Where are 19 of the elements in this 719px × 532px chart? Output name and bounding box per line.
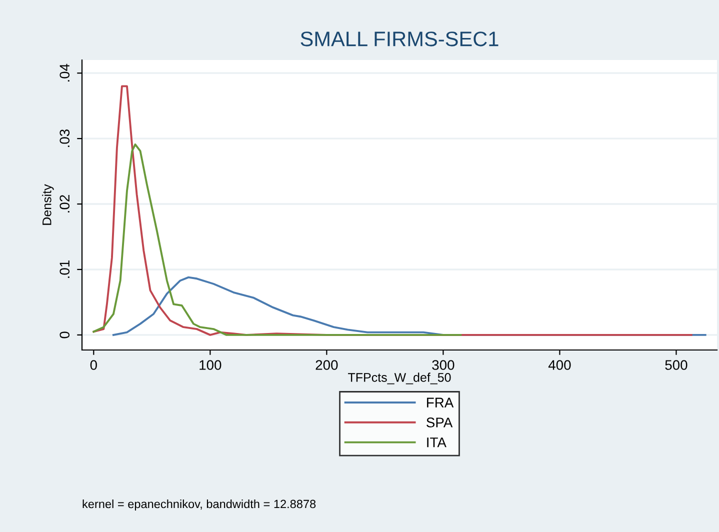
text: kernel = epanechnikov, bandwidth = 12.8878 — [82, 499, 316, 510]
y-axis-title: Density — [42, 184, 54, 225]
y-tick-label: .03 — [60, 130, 70, 147]
x-axis-title: TFPcts_W_def_50 — [348, 372, 451, 384]
y-tick-label: .04 — [60, 64, 70, 82]
y-tick-label: 0 — [60, 332, 70, 338]
legend-label: FRA — [427, 398, 454, 408]
y-tick-label: .02 — [60, 195, 70, 212]
x-tick-label: 0 — [90, 360, 97, 370]
x-tick-label: 100 — [200, 360, 222, 370]
x-tick-label: 500 — [665, 360, 688, 370]
y-tick-label: .01 — [60, 260, 70, 278]
line-series — [92, 143, 462, 336]
legend-label: ITA — [427, 438, 446, 448]
x-tick-label: 300 — [432, 360, 454, 370]
chart-title: SMALL FIRMS-SEC1 — [300, 32, 498, 46]
legend-label: SPA — [426, 418, 453, 428]
x-tick-label: 200 — [316, 360, 338, 370]
x-tick-label: 400 — [548, 360, 571, 370]
